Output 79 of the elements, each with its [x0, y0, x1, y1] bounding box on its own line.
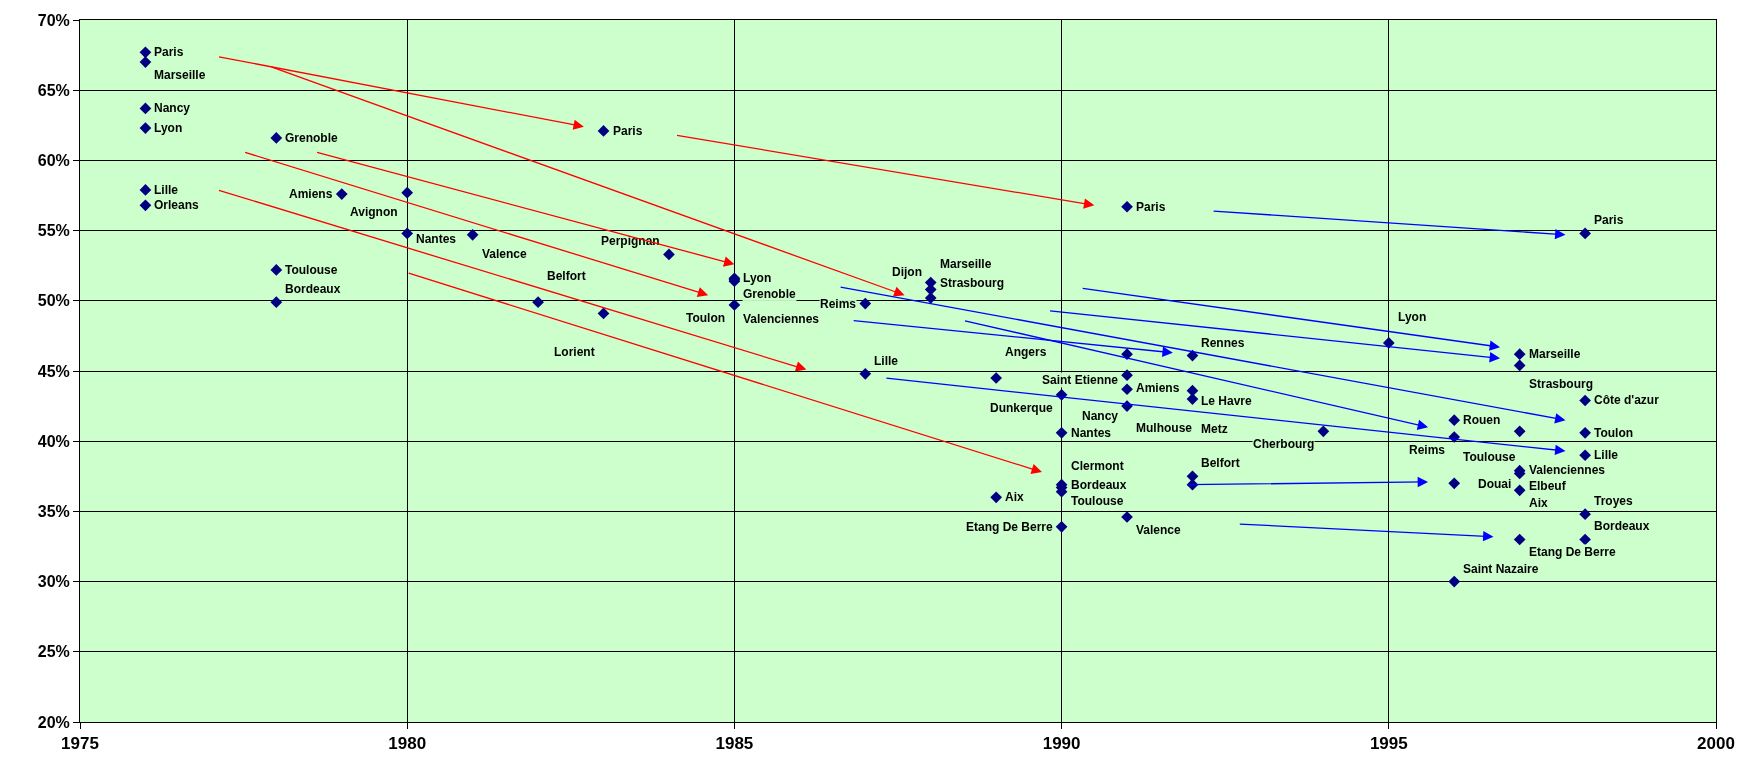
y-tick-label: 45%	[37, 362, 70, 380]
annotation: Valence	[1136, 523, 1182, 537]
y-tick-label: 20%	[37, 713, 70, 731]
y-tick-label: 55%	[37, 222, 70, 240]
annotation: Marseille	[940, 257, 992, 271]
annotation: Valenciennes	[743, 312, 820, 326]
annotation: Angers	[1005, 345, 1047, 359]
annotation: Côte d'azur	[1594, 393, 1660, 407]
y-tick-label: 25%	[37, 643, 70, 661]
x-tick-label: 1995	[1369, 734, 1408, 754]
annotation: Toulouse	[285, 263, 338, 277]
annotation: Dunkerque	[990, 401, 1053, 415]
annotation: Lille	[874, 354, 899, 368]
annotation: Paris	[1594, 213, 1624, 227]
annotation: Bordeaux	[1594, 519, 1650, 533]
annotation: Avignon	[350, 205, 398, 219]
annotation: Grenoble	[285, 131, 338, 145]
x-tick-label: 1980	[388, 734, 427, 754]
annotation: Marseille	[154, 68, 206, 82]
annotation: Grenoble	[743, 287, 796, 301]
annotation: Paris	[1136, 200, 1166, 214]
annotation: Rennes	[1201, 336, 1245, 350]
annotation: Amiens	[1136, 381, 1180, 395]
annotation: Toulon	[1594, 426, 1634, 440]
annotation: Dijon	[892, 265, 922, 279]
x-tick-label: 1975	[61, 734, 99, 754]
annotation: Marseille	[1529, 347, 1581, 361]
annotation: Nantes	[416, 232, 457, 246]
annotation: Troyes	[1594, 494, 1634, 508]
annotation: Orleans	[154, 198, 200, 212]
annotation: Bordeaux	[1071, 478, 1127, 492]
annotation: Nancy	[154, 101, 191, 115]
annotation: Nantes	[1071, 426, 1112, 440]
annotation: Saint Nazaire	[1463, 562, 1539, 576]
annotation: Metz	[1201, 422, 1228, 436]
annotation: Lyon	[154, 121, 183, 135]
y-tick-label: 35%	[37, 503, 70, 520]
annotation: Le Havre	[1201, 394, 1253, 408]
annotation: Paris	[613, 124, 643, 138]
annotation: Lille	[1594, 448, 1619, 462]
x-tick-label: 1990	[1042, 734, 1081, 754]
annotation: Etang De Berre	[966, 520, 1054, 534]
x-tick-label: 2000	[1697, 734, 1735, 754]
annotation: Elbeuf	[1529, 479, 1567, 493]
annotation: Strasbourg	[940, 276, 1005, 290]
annotation: Etang De Berre	[1529, 545, 1617, 559]
annotation: Valenciennes	[1529, 463, 1606, 477]
annotation: Rouen	[1463, 413, 1501, 427]
annotation: Belfort	[547, 269, 586, 283]
annotation: Saint Etienne	[1042, 373, 1119, 387]
annotation: Lorient	[554, 345, 595, 359]
annotation: Belfort	[1201, 456, 1240, 470]
annotation: Toulouse	[1463, 450, 1516, 464]
annotation: Toulouse	[1071, 494, 1124, 508]
y-tick-label: 65%	[37, 81, 70, 99]
annotation: Valence	[482, 247, 528, 261]
annotation: Aix	[1529, 496, 1548, 510]
y-tick-label: 50%	[37, 292, 70, 310]
y-tick-label: 40%	[37, 432, 70, 450]
annotation: Reims	[1409, 443, 1446, 457]
annotation: Toulon	[686, 311, 726, 325]
annotation: Amiens	[289, 187, 333, 201]
annotation: Lyon	[1398, 310, 1427, 324]
y-tick-label: 70%	[37, 11, 70, 29]
y-tick-label: 60%	[37, 152, 70, 169]
annotation: Reims	[820, 297, 857, 311]
annotation: Clermont	[1071, 459, 1124, 473]
annotation: Douai	[1478, 477, 1512, 491]
annotation: Lille	[154, 183, 179, 197]
annotation: Cherbourg	[1253, 437, 1315, 451]
x-tick-label: 1985	[715, 734, 754, 754]
annotation: Nancy	[1082, 409, 1119, 423]
annotation: Mulhouse	[1136, 421, 1193, 435]
annotation: Bordeaux	[285, 282, 341, 296]
y-tick-label: 30%	[37, 573, 70, 591]
annotation: Aix	[1005, 490, 1024, 504]
annotation: Lyon	[743, 271, 772, 285]
annotation: Paris	[154, 45, 184, 59]
annotation: Strasbourg	[1529, 377, 1594, 391]
